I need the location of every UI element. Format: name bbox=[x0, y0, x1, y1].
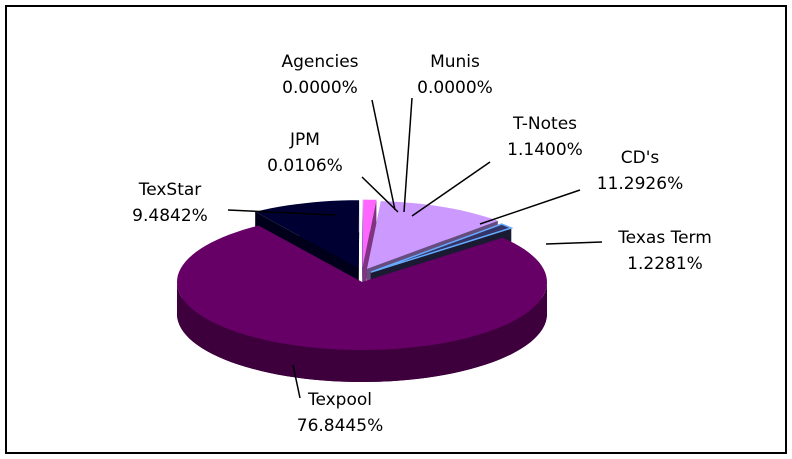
category-label: Munis bbox=[430, 52, 480, 72]
leader-line bbox=[479, 189, 581, 225]
value-label: 1.1400% bbox=[507, 140, 583, 160]
category-label: Texas Term bbox=[617, 228, 712, 248]
leader-line bbox=[545, 241, 603, 245]
category-label: Texpool bbox=[307, 390, 372, 410]
category-label: CD's bbox=[621, 148, 660, 168]
leader-line bbox=[227, 209, 336, 216]
value-label: 0.0000% bbox=[282, 78, 358, 98]
slice-face bbox=[362, 199, 363, 300]
slice bbox=[362, 199, 363, 268]
slice bbox=[177, 225, 547, 350]
slice-face bbox=[358, 200, 360, 301]
slice bbox=[367, 201, 498, 269]
slice-side bbox=[177, 282, 547, 382]
pie bbox=[177, 199, 547, 382]
slice bbox=[362, 199, 377, 268]
leader-line bbox=[371, 99, 396, 211]
value-label: 76.8445% bbox=[297, 416, 383, 436]
category-label: T-Notes bbox=[512, 114, 577, 134]
value-label: 0.0106% bbox=[267, 156, 343, 176]
leader-line bbox=[292, 364, 301, 399]
value-label: 1.2281% bbox=[627, 254, 703, 274]
slice-face bbox=[362, 199, 377, 300]
leader-line bbox=[403, 97, 413, 213]
slice bbox=[370, 223, 514, 273]
labels: Texpool 76.8445% TexStar 9.4842% JPM 0.0106% A… bbox=[132, 52, 712, 436]
value-label: 9.4842% bbox=[132, 206, 208, 226]
value-label: 11.2926% bbox=[597, 174, 683, 194]
category-label: TexStar bbox=[138, 180, 202, 200]
category-label: Agencies bbox=[281, 52, 358, 72]
category-label: JPM bbox=[289, 130, 320, 150]
leader-line bbox=[411, 161, 491, 217]
slice bbox=[255, 200, 360, 269]
value-label: 0.0000% bbox=[417, 78, 493, 98]
leader-line bbox=[361, 176, 399, 213]
